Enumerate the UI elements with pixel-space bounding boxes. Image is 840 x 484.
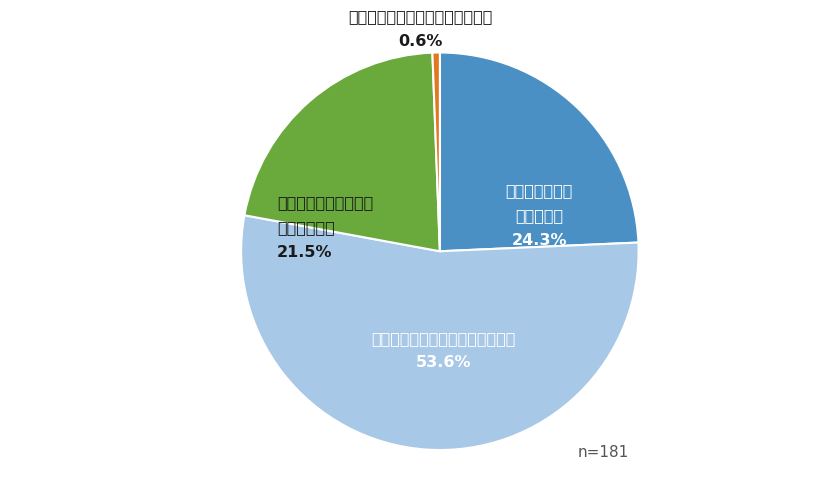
Wedge shape [244, 53, 440, 251]
Text: n=181: n=181 [577, 445, 628, 460]
Wedge shape [433, 53, 440, 251]
Text: 接種促進効果はそれなりにあった
53.6%: 接種促進効果はそれなりにあった 53.6% [371, 331, 516, 370]
Text: 接種促進効果の有無は
判断できない
21.5%: 接種促進効果の有無は 判断できない 21.5% [277, 196, 373, 259]
Text: 接種促進効果はまったくなかった
0.6%: 接種促進効果はまったくなかった 0.6% [348, 9, 492, 48]
Wedge shape [440, 53, 638, 251]
Text: 接種促進効果は
大きかった
24.3%: 接種促進効果は 大きかった 24.3% [506, 183, 573, 248]
Wedge shape [241, 215, 638, 450]
